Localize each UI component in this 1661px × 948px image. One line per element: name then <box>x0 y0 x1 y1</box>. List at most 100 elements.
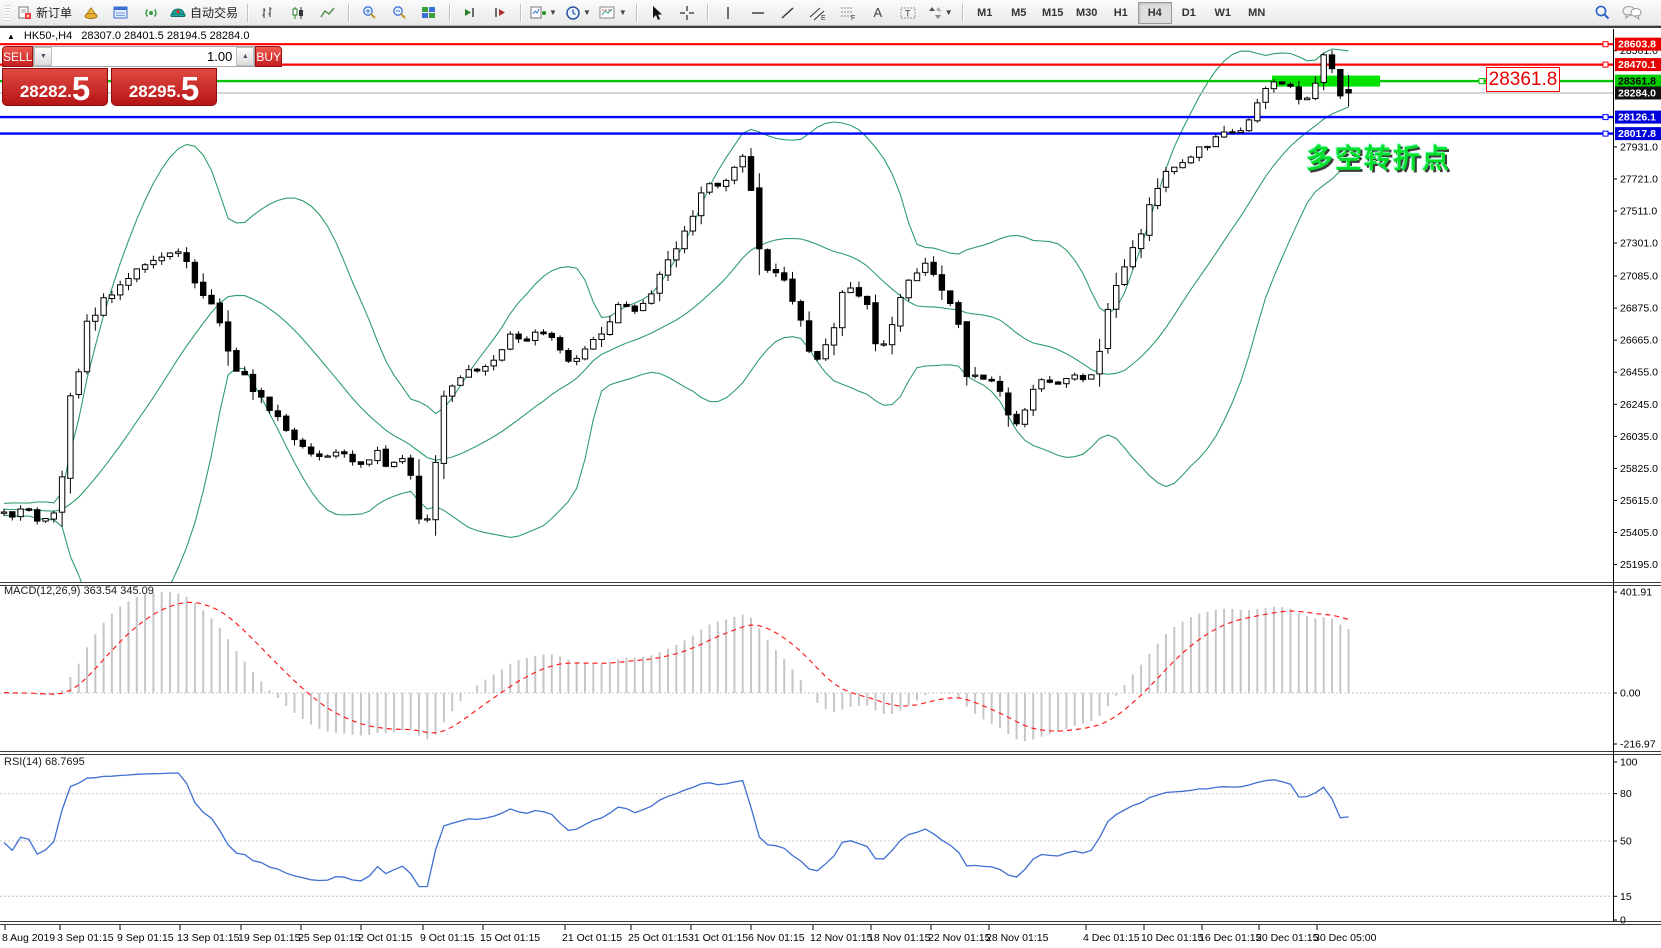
fibonacci-icon[interactable]: F <box>833 1 863 24</box>
time-tick: 10 Dec 01:15 <box>1141 932 1204 944</box>
rsi-scale-label: 50 <box>1620 836 1632 848</box>
hline-anchor[interactable] <box>1602 130 1609 137</box>
hline-anchor[interactable] <box>1602 114 1609 121</box>
timeframe-mn[interactable]: MN <box>1248 6 1266 19</box>
market-watch-icon <box>113 5 129 20</box>
timeframe-m5[interactable]: M5 <box>1011 6 1027 19</box>
horizontal-line-icon[interactable] <box>743 1 773 24</box>
sell-price-frac: 5 <box>71 69 91 107</box>
sell-button[interactable]: SELL <box>2 46 34 67</box>
text-label-icon[interactable]: T <box>893 1 923 24</box>
toolbar-drag-handle[interactable] <box>5 4 10 21</box>
macd-label: MACD(12,26,9) <box>4 585 81 597</box>
candles <box>0 50 1352 536</box>
market-watch-button[interactable] <box>106 1 136 24</box>
green-line-anchor[interactable] <box>1478 78 1485 85</box>
zoom-out-icon[interactable] <box>384 1 414 24</box>
signals-button[interactable] <box>136 1 166 24</box>
time-tick: 19 Sep 01:15 <box>238 932 301 944</box>
macd-scale-label: 0.00 <box>1620 688 1641 700</box>
macd-scale-label: 401.91 <box>1620 587 1652 599</box>
styler-button[interactable] <box>76 1 106 24</box>
candlestick-icon[interactable] <box>283 1 313 24</box>
timeframe-d1[interactable]: D1 <box>1181 6 1196 19</box>
price-level-label: 28470.1 <box>1618 59 1656 71</box>
time-tick: 4 Dec 01:15 <box>1083 932 1140 944</box>
text-icon[interactable]: A <box>873 5 883 20</box>
sell-price-box[interactable]: 28282 . 5 <box>2 68 108 106</box>
timeframe-m15[interactable]: M15 <box>1042 6 1064 19</box>
macd-histogram <box>3 592 1350 742</box>
new-chart-icon[interactable]: ▼ <box>526 1 561 24</box>
chart-window-border <box>0 26 1661 28</box>
sell-price-dot: . <box>67 82 72 101</box>
shift-end-icon[interactable] <box>455 1 485 24</box>
timeframe-h4[interactable]: H4 <box>1137 1 1172 24</box>
timeframe-w1[interactable]: W1 <box>1214 6 1231 19</box>
period-clock-icon[interactable]: ▼ <box>561 1 595 24</box>
volume-increase-button[interactable]: ▲ <box>236 47 255 66</box>
price-level-label: 28284.0 <box>1618 87 1656 99</box>
price-tick: 25405.0 <box>1620 527 1658 539</box>
rsi-scale-label: 100 <box>1620 757 1638 769</box>
autotrade-button[interactable]: 自动交易 <box>166 1 242 24</box>
tile-windows-icon[interactable] <box>414 1 444 24</box>
time-tick: 3 Sep 01:15 <box>57 932 114 944</box>
svg-text:T: T <box>905 8 911 18</box>
autotrade-label: 自动交易 <box>190 6 239 20</box>
new-order-icon <box>17 5 32 20</box>
time-tick: 16 Dec 01:15 <box>1199 932 1262 944</box>
templates-icon[interactable]: ▼ <box>595 1 631 24</box>
hline-anchor[interactable] <box>1602 61 1609 68</box>
zoom-in-icon[interactable] <box>354 1 384 24</box>
macd-signal-value: 345.09 <box>120 585 154 597</box>
macd-signal-line <box>3 601 1349 734</box>
buy-price-box[interactable]: 28295 . 5 <box>111 68 217 106</box>
chat-icon[interactable] <box>1617 1 1647 24</box>
cursor-icon[interactable] <box>642 1 672 24</box>
price-tick: 25615.0 <box>1620 495 1658 507</box>
time-tick: 12 Nov 01:15 <box>810 932 873 944</box>
buy-button[interactable]: BUY <box>255 46 283 67</box>
price-tick: 27931.0 <box>1620 141 1658 153</box>
time-tick: 9 Sep 01:15 <box>117 932 174 944</box>
price-level-label: 28126.1 <box>1618 112 1656 124</box>
timeframe-h1[interactable]: H1 <box>1113 6 1128 19</box>
price-tick: 27721.0 <box>1620 173 1658 185</box>
signals-icon <box>143 5 159 20</box>
price-tick: 26455.0 <box>1620 367 1658 379</box>
buy-price-int: 28295 <box>128 82 177 101</box>
toolbar: 新订单 自动交易 <box>0 0 1661 26</box>
volume-input[interactable] <box>52 47 237 66</box>
buy-price-dot: . <box>176 82 181 101</box>
time-tick: 2 Oct 01:15 <box>358 932 412 944</box>
timeframe-m30[interactable]: M30 <box>1076 6 1098 19</box>
crosshair-icon[interactable] <box>672 1 702 24</box>
bar-chart-icon[interactable] <box>253 1 283 24</box>
one-click-trading-panel: SELL ▼ ▲ BUY 28282 . 5 28295 . 5 <box>2 46 283 106</box>
auto-scroll-icon[interactable] <box>485 1 515 24</box>
timeframe-m1[interactable]: M1 <box>977 6 993 19</box>
chart-title-marker: ▲ <box>7 31 15 41</box>
rsi-scale-label: 15 <box>1620 891 1632 903</box>
time-tick: 6 Nov 01:15 <box>748 932 805 944</box>
time-tick: 22 Nov 01:15 <box>928 932 991 944</box>
search-icon[interactable] <box>1587 1 1617 24</box>
line-chart-icon[interactable] <box>313 1 343 24</box>
new-order-button[interactable]: 新订单 <box>13 1 76 24</box>
price-tick: 25195.0 <box>1620 559 1658 571</box>
channel-icon[interactable]: E <box>803 1 833 24</box>
rsi-scale-label: 0 <box>1620 915 1626 927</box>
time-tick: 28 Nov 01:15 <box>986 932 1049 944</box>
autotrade-icon <box>170 5 186 20</box>
sell-price-int: 28282 <box>19 82 68 101</box>
volume-decrease-button[interactable]: ▼ <box>34 47 53 66</box>
chart-symbol-period: HK50-,H4 <box>23 30 73 42</box>
price-tick: 26875.0 <box>1620 303 1658 315</box>
hline-anchor[interactable] <box>1602 41 1609 48</box>
arrows-icon[interactable]: ▼ <box>923 1 957 24</box>
timeframe-group: M1 M5 M15 M30 H1 H4 D1 W1 MN <box>966 0 1276 25</box>
trendline-icon[interactable] <box>773 1 803 24</box>
vertical-line-icon[interactable] <box>713 1 743 24</box>
